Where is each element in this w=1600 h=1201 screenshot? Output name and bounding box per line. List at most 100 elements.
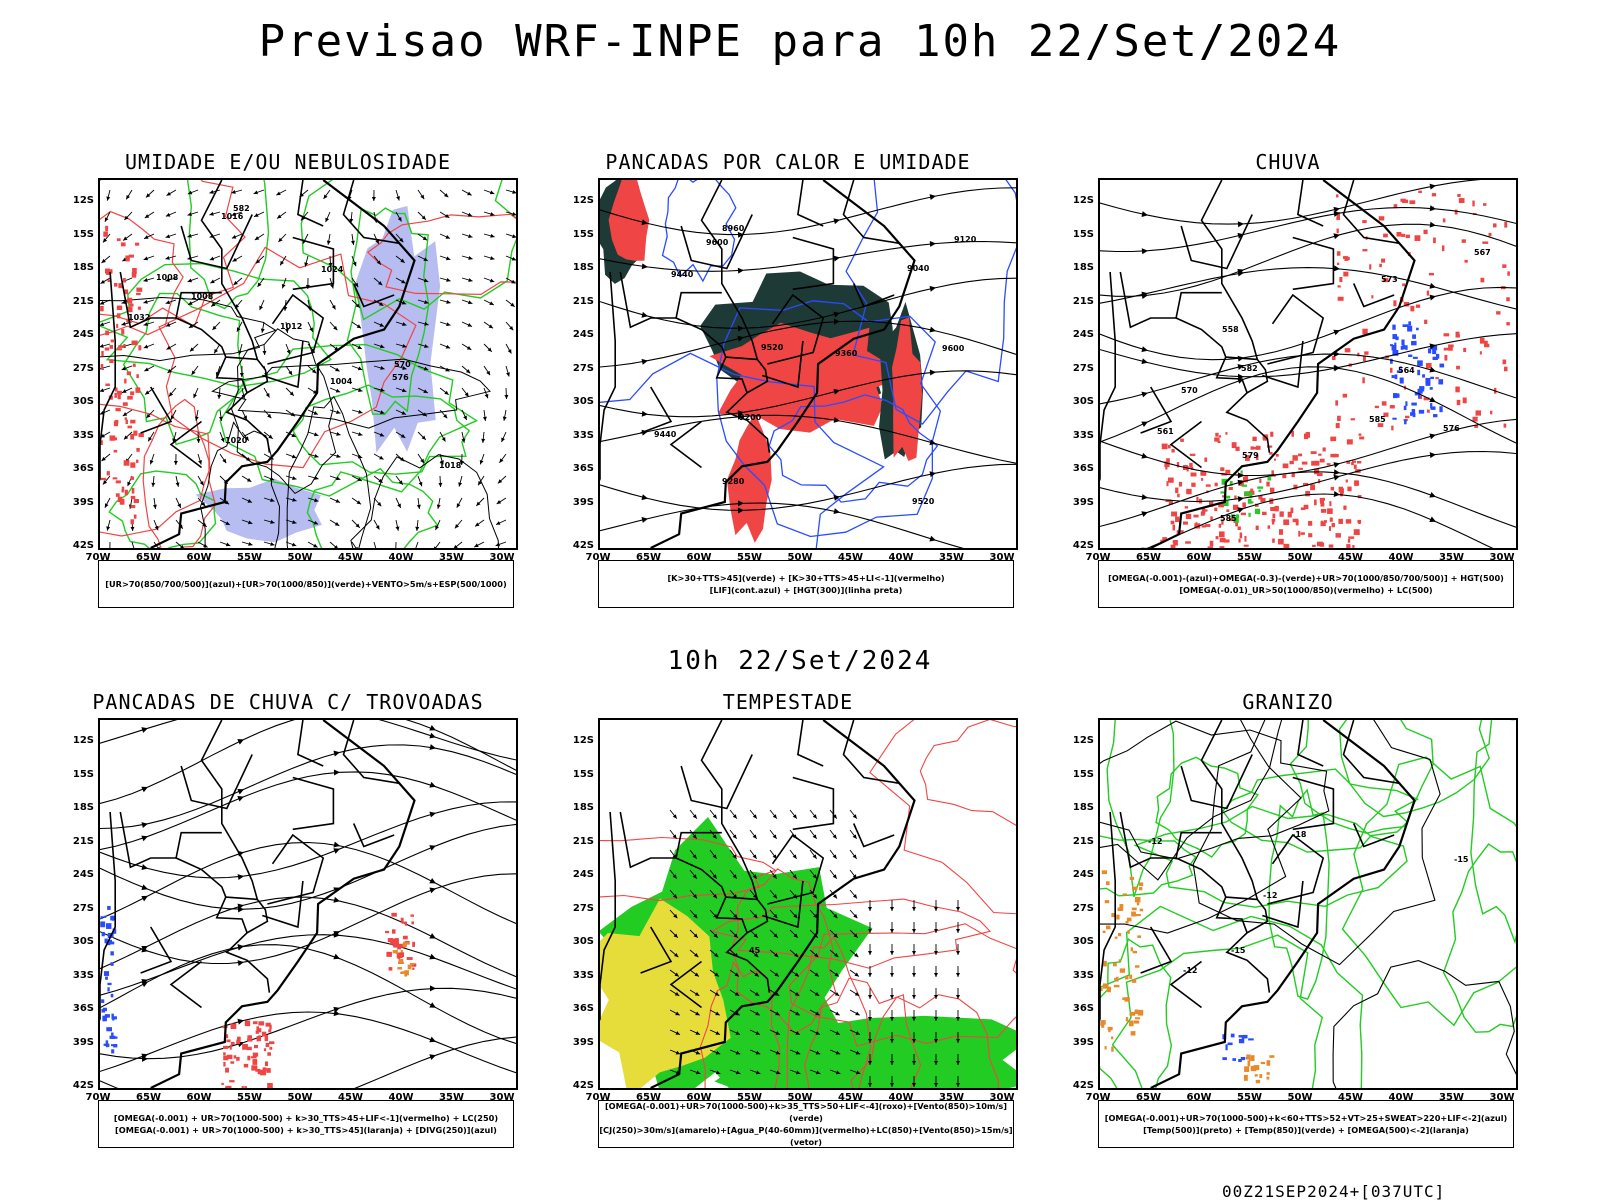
latitude-label: 15S bbox=[60, 769, 94, 780]
latitude-label: 18S bbox=[560, 262, 594, 273]
contour-label: 567 bbox=[1474, 248, 1491, 257]
latitude-label: 21S bbox=[1060, 296, 1094, 307]
panel-title: UMIDADE E/OU NEBULOSIDADE bbox=[48, 150, 528, 174]
legend-line: [OMEGA(-0.001) + UR>70(1000-500) + k>30_… bbox=[99, 1112, 513, 1124]
contour-label: -15 bbox=[1231, 946, 1246, 955]
panel-legend: [OMEGA(-0.001)+UR>70(1000-500)+k<60+TTS>… bbox=[1098, 1100, 1514, 1148]
contour-label: 8960 bbox=[722, 224, 745, 233]
latitude-label: 36S bbox=[560, 463, 594, 474]
latitude-label: 42S bbox=[560, 1080, 594, 1091]
contour-label: -15 bbox=[1454, 855, 1469, 864]
latitude-label: 39S bbox=[60, 497, 94, 508]
main-title: Previsao WRF-INPE para 10h 22/Set/2024 bbox=[0, 16, 1600, 67]
contour-label: 576 bbox=[392, 373, 409, 382]
contour-label: 570 bbox=[1181, 386, 1198, 395]
legend-line: [OMEGA(-0.01)_UR>50(1000/850)(vermelho) … bbox=[1099, 584, 1513, 596]
latitude-label: 18S bbox=[560, 802, 594, 813]
contour-label: -18 bbox=[1292, 830, 1307, 839]
legend-line: [OMEGA(-0.001)+UR>70(1000-500)+k<60+TTS>… bbox=[1099, 1112, 1513, 1124]
latitude-label: 27S bbox=[60, 363, 94, 374]
latitude-label: 21S bbox=[60, 296, 94, 307]
contour-label: 9600 bbox=[942, 344, 965, 353]
latitude-label: 24S bbox=[560, 869, 594, 880]
latitude-label: 12S bbox=[560, 735, 594, 746]
latitude-label: 42S bbox=[560, 540, 594, 551]
contour-label: 561 bbox=[1157, 427, 1174, 436]
latitude-label: 12S bbox=[60, 735, 94, 746]
latitude-label: 30S bbox=[60, 936, 94, 947]
contour-label: 9200 bbox=[739, 413, 762, 422]
contour-label: 1008 bbox=[191, 292, 214, 301]
latitude-label: 15S bbox=[1060, 769, 1094, 780]
latitude-label: 12S bbox=[1060, 735, 1094, 746]
contour-label: -12 bbox=[1263, 891, 1277, 900]
contour-label: 558 bbox=[1222, 325, 1239, 334]
latitude-label: 36S bbox=[1060, 1003, 1094, 1014]
temp850-contours bbox=[1100, 720, 1516, 1088]
panel-title: PANCADAS POR CALOR E UMIDADE bbox=[548, 150, 1028, 174]
omega500-area bbox=[1100, 870, 1143, 1051]
panel-title: TEMPESTADE bbox=[548, 690, 1028, 714]
contour-label: 1032 bbox=[128, 313, 150, 322]
latitude-label: 42S bbox=[1060, 540, 1094, 551]
contour-label: 564 bbox=[1398, 366, 1415, 375]
contour-label: 9280 bbox=[722, 477, 745, 486]
latitude-label: 24S bbox=[1060, 329, 1094, 340]
map-area bbox=[98, 718, 518, 1090]
latitude-label: 24S bbox=[1060, 869, 1094, 880]
latitude-label: 21S bbox=[560, 296, 594, 307]
latitude-label: 39S bbox=[1060, 497, 1094, 508]
contour-label: 585 bbox=[1220, 514, 1237, 523]
latitude-label: 18S bbox=[60, 802, 94, 813]
contour-label: 9440 bbox=[671, 270, 694, 279]
thunderstorm-area bbox=[221, 1020, 274, 1088]
latitude-label: 33S bbox=[1060, 430, 1094, 441]
contour-label: 9120 bbox=[954, 235, 977, 244]
panel-title: CHUVA bbox=[1048, 150, 1528, 174]
latitude-label: 27S bbox=[1060, 903, 1094, 914]
latitude-label: 42S bbox=[60, 540, 94, 551]
latitude-label: 18S bbox=[1060, 262, 1094, 273]
latitude-label: 21S bbox=[1060, 836, 1094, 847]
panel-legend: [OMEGA(-0.001) + UR>70(1000-500) + k>30_… bbox=[98, 1100, 514, 1148]
contour-label: 1018 bbox=[439, 461, 462, 470]
latitude-label: 27S bbox=[60, 903, 94, 914]
panel-legend: [UR>70(850/700/500)](azul)+[UR>70(1000/8… bbox=[98, 560, 514, 608]
latitude-label: 33S bbox=[1060, 970, 1094, 981]
latitude-label: 33S bbox=[560, 970, 594, 981]
latitude-label: 30S bbox=[60, 396, 94, 407]
map-area: -12-12-12-15-15-18 bbox=[1098, 718, 1518, 1090]
legend-line: [K>30+TTS>45](verde) + [K>30+TTS>45+LI<-… bbox=[599, 572, 1013, 584]
mid-title: 10h 22/Set/2024 bbox=[0, 646, 1600, 676]
latitude-label: 36S bbox=[60, 463, 94, 474]
panel-legend: [K>30+TTS>45](verde) + [K>30+TTS>45+LI<-… bbox=[598, 560, 1014, 608]
latitude-label: 39S bbox=[1060, 1037, 1094, 1048]
contour-label: 1016 bbox=[221, 212, 244, 221]
contour-label: 1008 bbox=[156, 273, 179, 282]
legend-line: [OMEGA(-0.001) + UR>70(1000-500) + k>30_… bbox=[99, 1124, 513, 1136]
contour-label: 9520 bbox=[761, 343, 784, 352]
latitude-label: 15S bbox=[560, 769, 594, 780]
latitude-label: 18S bbox=[60, 262, 94, 273]
contour-label: 1020 bbox=[225, 436, 248, 445]
latitude-label: 12S bbox=[60, 195, 94, 206]
latitude-label: 27S bbox=[560, 363, 594, 374]
panel-legend: [OMEGA(-0.001)-(azul)+OMEGA(-0.3)-(verde… bbox=[1098, 560, 1514, 608]
latitude-label: 30S bbox=[1060, 936, 1094, 947]
map-area: 45 bbox=[598, 718, 1018, 1090]
latitude-label: 24S bbox=[60, 329, 94, 340]
legend-line: [OMEGA(-0.001)-(azul)+OMEGA(-0.3)-(verde… bbox=[1099, 572, 1513, 584]
latitude-label: 42S bbox=[1060, 1080, 1094, 1091]
latitude-label: 33S bbox=[60, 970, 94, 981]
latitude-label: 39S bbox=[560, 1037, 594, 1048]
contour-label: 9360 bbox=[835, 349, 858, 358]
contour-label: 576 bbox=[1443, 424, 1460, 433]
latitude-label: 27S bbox=[560, 903, 594, 914]
contour-label: 9520 bbox=[912, 497, 935, 506]
